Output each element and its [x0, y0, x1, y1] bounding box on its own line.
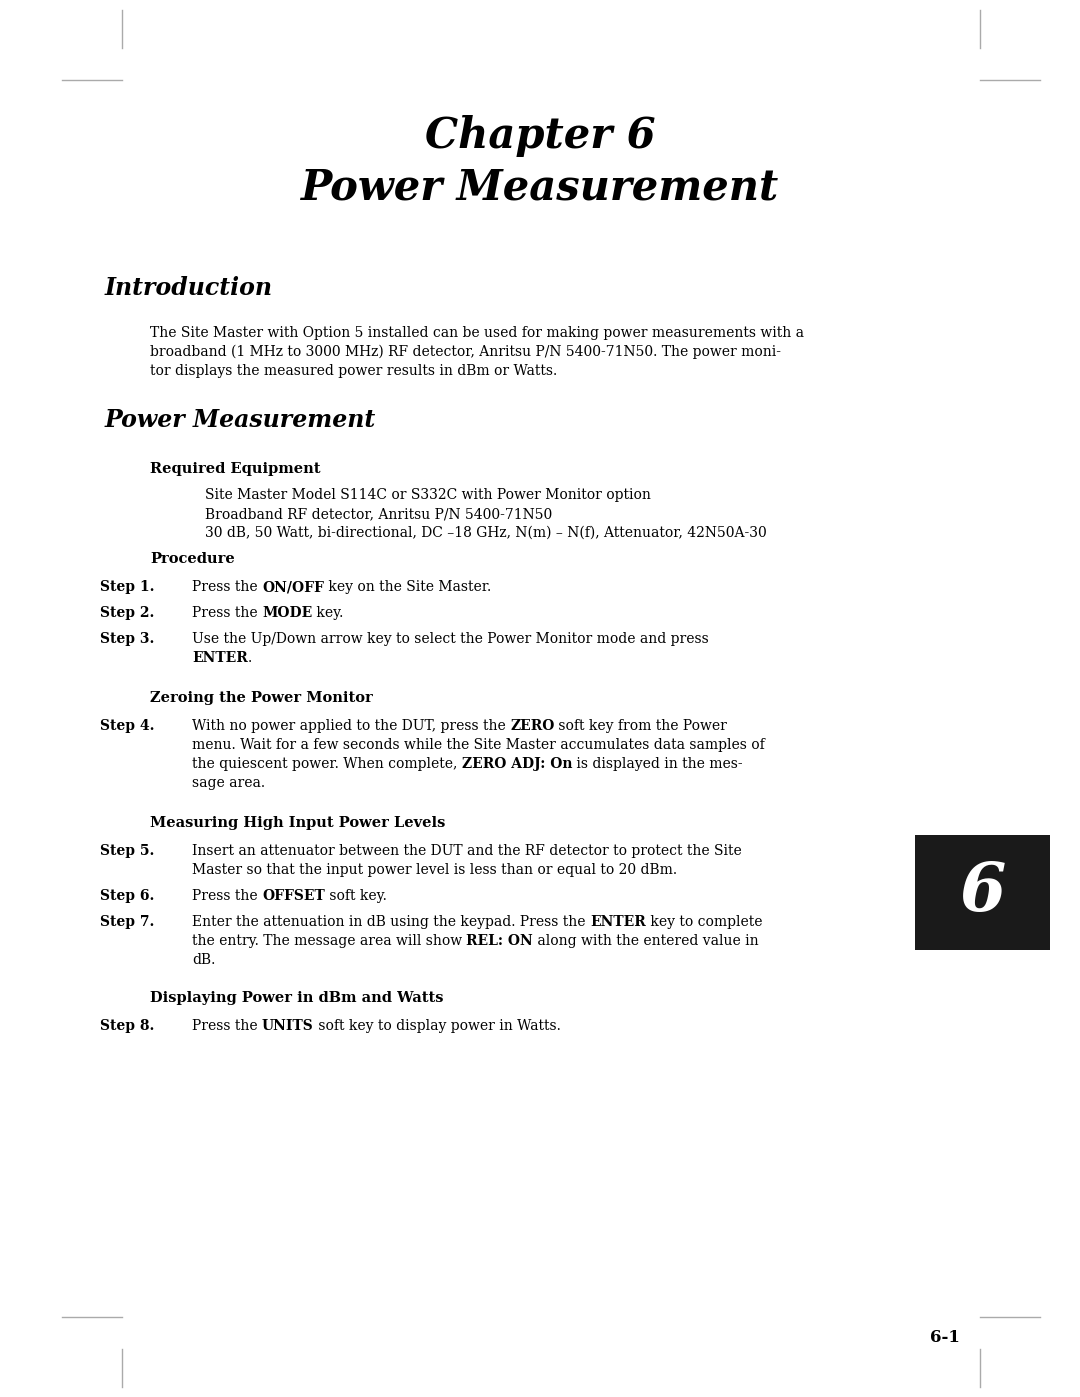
Text: Step 7.: Step 7.: [100, 915, 154, 929]
Text: Power Measurement: Power Measurement: [301, 168, 779, 210]
Text: key on the Site Master.: key on the Site Master.: [324, 580, 491, 594]
Text: Broadband RF detector, Anritsu P/N 5400-71N50: Broadband RF detector, Anritsu P/N 5400-…: [205, 507, 552, 521]
Text: Step 8.: Step 8.: [100, 1018, 154, 1032]
Text: Chapter 6: Chapter 6: [424, 115, 656, 156]
Text: along with the entered value in: along with the entered value in: [534, 935, 759, 949]
Text: soft key from the Power: soft key from the Power: [554, 719, 727, 733]
Text: Site Master Model S114C or S332C with Power Monitor option: Site Master Model S114C or S332C with Po…: [205, 488, 651, 502]
Text: Step 6.: Step 6.: [100, 888, 154, 902]
Text: Step 2.: Step 2.: [100, 606, 154, 620]
Text: Insert an attenuator between the DUT and the RF detector to protect the Site: Insert an attenuator between the DUT and…: [192, 844, 742, 858]
Text: The Site Master with Option 5 installed can be used for making power measurement: The Site Master with Option 5 installed …: [150, 326, 804, 339]
Text: 6-1: 6-1: [930, 1329, 960, 1345]
Text: Displaying Power in dBm and Watts: Displaying Power in dBm and Watts: [150, 990, 444, 1004]
Text: ON/OFF: ON/OFF: [262, 580, 324, 594]
Text: menu. Wait for a few seconds while the Site Master accumulates data samples of: menu. Wait for a few seconds while the S…: [192, 738, 765, 752]
Text: Step 4.: Step 4.: [100, 719, 154, 733]
Text: Master so that the input power level is less than or equal to 20 dBm.: Master so that the input power level is …: [192, 863, 677, 877]
Text: ZERO: ZERO: [510, 719, 554, 733]
Text: .: .: [247, 651, 252, 665]
Text: Zeroing the Power Monitor: Zeroing the Power Monitor: [150, 692, 373, 705]
Text: dB.: dB.: [192, 953, 215, 967]
Text: Step 1.: Step 1.: [100, 580, 154, 594]
Text: OFFSET: OFFSET: [262, 888, 325, 902]
Text: soft key to display power in Watts.: soft key to display power in Watts.: [314, 1018, 561, 1032]
Text: tor displays the measured power results in dBm or Watts.: tor displays the measured power results …: [150, 365, 557, 379]
Text: key.: key.: [312, 606, 343, 620]
Text: Press the: Press the: [192, 606, 262, 620]
Text: Step 3.: Step 3.: [100, 631, 154, 645]
Text: Procedure: Procedure: [150, 552, 234, 566]
Text: ENTER: ENTER: [590, 915, 646, 929]
Text: Press the: Press the: [192, 580, 262, 594]
Text: MODE: MODE: [262, 606, 312, 620]
Text: With no power applied to the DUT, press the: With no power applied to the DUT, press …: [192, 719, 510, 733]
Bar: [915, 835, 1050, 950]
Text: the quiescent power. When complete,: the quiescent power. When complete,: [192, 757, 462, 771]
Text: ZERO ADJ: On: ZERO ADJ: On: [462, 757, 572, 771]
Text: 6: 6: [959, 861, 1005, 925]
Text: broadband (1 MHz to 3000 MHz) RF detector, Anritsu P/N 5400-71N50. The power mon: broadband (1 MHz to 3000 MHz) RF detecto…: [150, 345, 781, 359]
Text: Press the: Press the: [192, 1018, 262, 1032]
Text: 30 dB, 50 Watt, bi-directional, DC –18 GHz, N(m) – N(f), Attenuator, 42N50A-30: 30 dB, 50 Watt, bi-directional, DC –18 G…: [205, 527, 767, 541]
Text: Introduction: Introduction: [105, 277, 273, 300]
Text: ENTER: ENTER: [192, 651, 247, 665]
Text: Press the: Press the: [192, 888, 262, 902]
Text: Required Equipment: Required Equipment: [150, 462, 321, 476]
Text: Power Measurement: Power Measurement: [105, 408, 376, 432]
Text: sage area.: sage area.: [192, 775, 265, 789]
Text: soft key.: soft key.: [325, 888, 387, 902]
Text: Enter the attenuation in dB using the keypad. Press the: Enter the attenuation in dB using the ke…: [192, 915, 590, 929]
Text: Use the Up/Down arrow key to select the Power Monitor mode and press: Use the Up/Down arrow key to select the …: [192, 631, 708, 645]
Text: REL: ON: REL: ON: [467, 935, 534, 949]
Text: Measuring High Input Power Levels: Measuring High Input Power Levels: [150, 816, 445, 830]
Text: is displayed in the mes-: is displayed in the mes-: [572, 757, 743, 771]
Text: Step 5.: Step 5.: [100, 844, 154, 858]
Text: the entry. The message area will show: the entry. The message area will show: [192, 935, 467, 949]
Text: key to complete: key to complete: [646, 915, 762, 929]
Text: UNITS: UNITS: [262, 1018, 314, 1032]
